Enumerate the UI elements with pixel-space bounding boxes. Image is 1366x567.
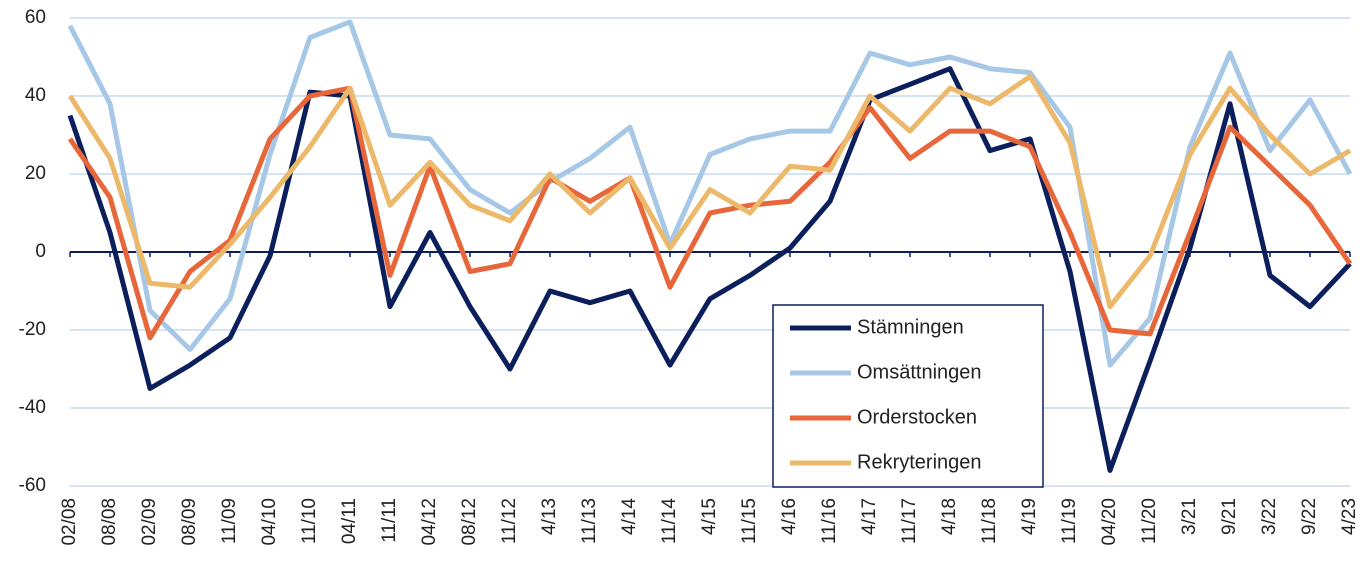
series-line <box>67 66 1352 473</box>
y-tick-label: 60 <box>25 7 46 28</box>
x-tick-label: 4/15 <box>699 498 720 535</box>
legend-box <box>772 304 1044 488</box>
x-tick-label: 11/13 <box>579 498 600 544</box>
x-tick-label: 08/12 <box>459 498 480 546</box>
y-tick-label: 40 <box>25 85 46 106</box>
y-tick-label: -40 <box>19 397 46 418</box>
series-line <box>67 85 1353 341</box>
x-tick-label: 11/18 <box>979 498 1000 544</box>
x-tick-label: 9/22 <box>1299 498 1320 535</box>
x-tick-label: 08/08 <box>99 498 120 546</box>
x-tick-label: 04/10 <box>259 498 280 546</box>
y-tick-label: -20 <box>19 319 46 340</box>
legend-label: Stämningen <box>857 316 964 338</box>
x-tick-label: 11/15 <box>739 498 760 544</box>
x-tick-label: 11/11 <box>379 498 400 543</box>
series-line <box>67 74 1352 310</box>
x-tick-label: 4/18 <box>939 498 960 535</box>
x-tick-label: 4/13 <box>539 498 560 535</box>
x-tick-label: 11/14 <box>659 498 680 545</box>
x-tick-label: 4/19 <box>1019 498 1040 535</box>
legend-label: Orderstocken <box>857 406 977 428</box>
x-tick-label: 4/16 <box>779 498 800 535</box>
legend-label: Rekryteringen <box>857 451 982 473</box>
x-tick-label: 11/17 <box>899 498 920 544</box>
x-tick-label: 04/12 <box>419 498 440 546</box>
x-tick-label: 04/20 <box>1099 498 1120 546</box>
x-tick-label: 11/19 <box>1059 498 1080 544</box>
x-tick-label: 02/09 <box>139 498 160 546</box>
x-tick-label: 02/08 <box>59 498 80 546</box>
legend-label: Omsättningen <box>857 361 982 383</box>
x-tick-label: 9/21 <box>1219 498 1240 535</box>
x-tick-label: 04/11 <box>339 498 360 544</box>
x-tick-label: 11/10 <box>299 498 320 544</box>
x-tick-label: 11/12 <box>499 498 520 544</box>
x-tick-label: 11/20 <box>1139 498 1160 544</box>
x-tick-label: 3/21 <box>1179 498 1200 535</box>
x-tick-label: 4/14 <box>619 498 640 535</box>
x-tick-label: 4/23 <box>1339 498 1360 535</box>
x-tick-label: 08/09 <box>179 498 200 546</box>
y-tick-label: 0 <box>35 241 46 262</box>
x-tick-label: 3/22 <box>1259 498 1280 535</box>
y-tick-label: 20 <box>25 163 46 184</box>
x-tick-label: 4/17 <box>859 498 880 535</box>
y-tick-label: -60 <box>19 475 46 496</box>
x-tick-label: 11/16 <box>819 498 840 544</box>
x-tick-label: 11/09 <box>219 498 240 544</box>
